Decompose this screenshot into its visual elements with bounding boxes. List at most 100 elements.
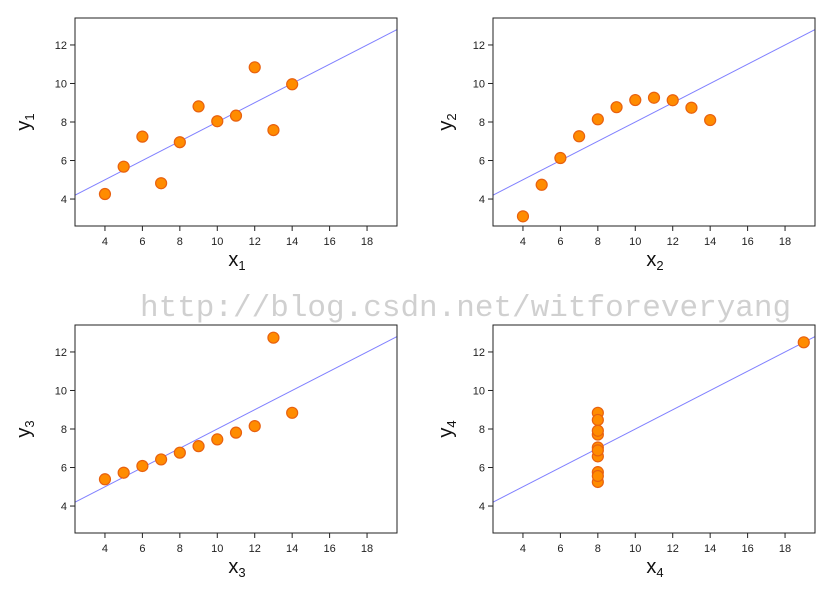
data-point (155, 177, 168, 190)
data-point (155, 453, 168, 466)
x-tick-label: 4 (520, 236, 526, 248)
x-tick-label: 18 (361, 236, 373, 248)
data-point (704, 113, 717, 127)
data-point (797, 336, 810, 349)
data-point (666, 94, 679, 107)
x-axis-label: x2 (646, 249, 663, 273)
x-tick-label: 10 (629, 543, 641, 555)
y-tick-label: 4 (479, 194, 485, 206)
data-point (229, 109, 243, 122)
data-point (248, 420, 261, 433)
plot-frame (492, 17, 816, 227)
data-point (192, 100, 205, 113)
y-tick-label: 4 (61, 501, 67, 513)
x-tick-label: 18 (779, 543, 791, 555)
plot-frame (492, 324, 816, 534)
x-tick-label: 12 (249, 543, 261, 555)
x-tick-label: 4 (102, 236, 108, 248)
y-tick-label: 6 (479, 156, 485, 168)
x-tick-label: 4 (102, 543, 108, 555)
panel-3: 4 6 8 10 12 14 16 18 4 6 8 10 12 x3 y3 (13, 324, 398, 580)
x-tick-label: 18 (779, 236, 791, 248)
x-tick-label: 16 (741, 236, 753, 248)
data-point (98, 473, 112, 486)
x-tick-label: 16 (323, 236, 335, 248)
data-point (591, 413, 604, 427)
data-point (98, 187, 112, 201)
x-tick-label: 14 (704, 236, 716, 248)
y-tick-label: 8 (479, 424, 485, 436)
data-point (136, 459, 149, 473)
y-axis-label: y2 (435, 113, 459, 130)
panel-2: 4 6 8 10 12 14 16 18 4 6 8 10 12 x2 y2 (435, 17, 816, 273)
x-tick-label: 16 (323, 543, 335, 555)
data-point (229, 426, 243, 439)
panel-1: 4 6 8 10 12 14 16 18 4 6 8 10 12 x1 y1 (13, 17, 398, 273)
data-point (173, 136, 186, 149)
watermark-text: http://blog.csdn.net/witforeveryang (140, 291, 792, 326)
x-tick-label: 18 (361, 543, 373, 555)
y-tick-label: 12 (473, 347, 485, 359)
y-tick-label: 12 (55, 347, 67, 359)
x-tick-label: 10 (211, 543, 223, 555)
data-point (117, 160, 130, 173)
x-tick-label: 12 (249, 236, 261, 248)
data-point (591, 113, 604, 126)
x-tick-label: 8 (177, 543, 183, 555)
data-point (591, 469, 604, 483)
y-tick-label: 12 (55, 40, 67, 52)
x-tick-label: 6 (139, 543, 145, 555)
x-tick-label: 6 (139, 236, 145, 248)
x-tick-label: 14 (286, 543, 298, 555)
x-tick-label: 10 (211, 236, 223, 248)
data-point (267, 123, 280, 137)
data-point (136, 130, 149, 143)
data-point (286, 78, 299, 91)
y-tick-label: 6 (61, 463, 67, 475)
x-axis-label: x1 (228, 249, 245, 273)
y-axis-label: y1 (13, 113, 37, 130)
y-tick-label: 8 (61, 117, 67, 129)
data-point (192, 440, 205, 453)
panel-4: 4 6 8 10 12 14 16 18 4 6 8 10 12 x4 y4 (435, 324, 816, 580)
x-tick-label: 10 (629, 236, 641, 248)
y-axis-label: y4 (435, 420, 459, 437)
x-tick-label: 14 (704, 543, 716, 555)
x-tick-label: 6 (557, 543, 563, 555)
data-point (211, 433, 224, 446)
y-tick-label: 10 (473, 385, 485, 397)
plot-frame (74, 17, 398, 227)
data-point (516, 210, 530, 223)
x-tick-label: 8 (595, 236, 601, 248)
x-axis-label: x3 (228, 556, 245, 580)
y-axis-label: y3 (13, 420, 37, 437)
y-tick-label: 8 (479, 117, 485, 129)
y-tick-label: 10 (55, 385, 67, 397)
x-tick-label: 8 (177, 236, 183, 248)
y-tick-label: 4 (61, 194, 67, 206)
data-point (629, 93, 642, 107)
fit-line (493, 29, 815, 196)
y-tick-label: 6 (61, 156, 67, 168)
x-tick-label: 12 (667, 236, 679, 248)
data-point (591, 444, 604, 457)
x-tick-label: 6 (557, 236, 563, 248)
data-point (610, 101, 623, 114)
y-tick-label: 12 (473, 40, 485, 52)
y-tick-label: 8 (61, 424, 67, 436)
x-tick-label: 4 (520, 543, 526, 555)
data-point (211, 115, 224, 128)
x-axis-label: x4 (646, 556, 663, 580)
data-point (286, 406, 299, 419)
y-tick-label: 10 (473, 78, 485, 90)
fit-line (493, 336, 815, 503)
data-point (248, 61, 261, 74)
y-tick-label: 10 (55, 78, 67, 90)
data-point (591, 424, 604, 437)
data-point (173, 446, 186, 459)
data-point (117, 466, 130, 479)
data-point (685, 101, 698, 114)
x-tick-label: 14 (286, 236, 298, 248)
data-point (573, 130, 586, 143)
